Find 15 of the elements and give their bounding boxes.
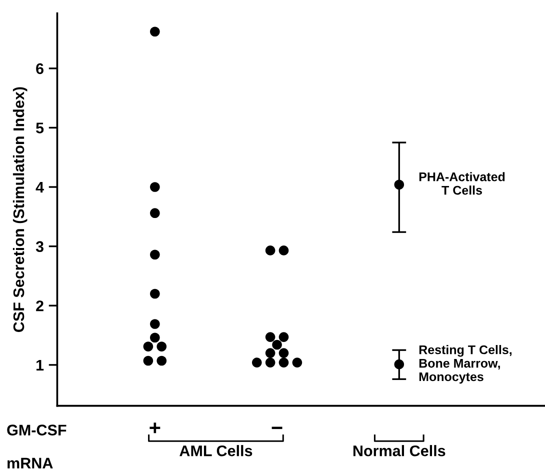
y-axis-title: CSF Secretion (Stimulation Index) bbox=[12, 87, 28, 332]
y-tick-label: 1 bbox=[36, 360, 44, 370]
annotation: Resting T Cells, Bone Marrow, Monocytes bbox=[419, 345, 512, 384]
y-tick-label: 2 bbox=[36, 300, 44, 312]
text: GM-CSF bbox=[7, 424, 66, 436]
y-tick-label: 5 bbox=[36, 122, 44, 134]
y-tick-label: 6 bbox=[36, 63, 44, 74]
annotation: PHA-Activated T Cells bbox=[419, 172, 505, 195]
text: AML Cells bbox=[180, 445, 252, 456]
y-tick-label: 4 bbox=[36, 182, 44, 193]
text: Normal Cells bbox=[353, 445, 446, 456]
x-tick-label: + bbox=[150, 422, 160, 434]
text: mRNA bbox=[8, 458, 53, 468]
y-tick-label: 3 bbox=[36, 241, 44, 252]
x-tick-label: − bbox=[272, 426, 282, 430]
